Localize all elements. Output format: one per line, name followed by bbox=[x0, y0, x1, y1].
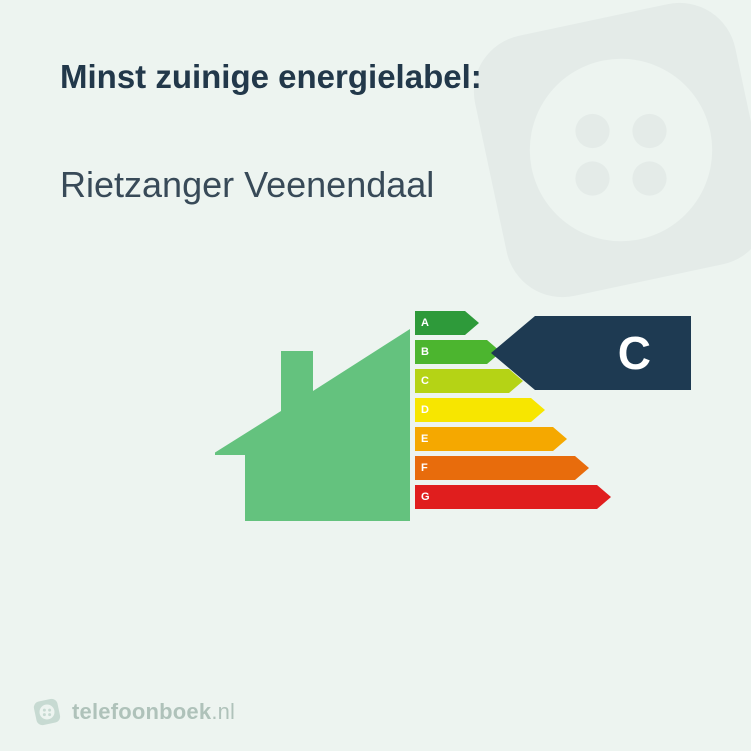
energy-card: Minst zuinige energielabel: Rietzanger V… bbox=[0, 0, 751, 751]
brand-bold: telefoonboek bbox=[72, 699, 211, 724]
bar-label: A bbox=[421, 317, 429, 329]
bar-label: B bbox=[421, 346, 429, 358]
card-title: Minst zuinige energielabel: bbox=[60, 58, 691, 96]
selected-label-letter: C bbox=[618, 326, 651, 380]
energy-chart: A B C D E F G C bbox=[60, 296, 691, 556]
brand-tld: .nl bbox=[211, 699, 235, 724]
bar-label: E bbox=[421, 433, 428, 445]
selected-label-tag: C bbox=[491, 316, 691, 390]
location-name: Rietzanger Veenendaal bbox=[60, 164, 691, 206]
bar-label: C bbox=[421, 375, 429, 387]
brand-text: telefoonboek.nl bbox=[72, 699, 235, 725]
bar-label: D bbox=[421, 404, 429, 416]
footer-brand: telefoonboek.nl bbox=[32, 697, 235, 727]
brand-icon bbox=[32, 697, 62, 727]
house-icon bbox=[215, 321, 410, 521]
bar-label: G bbox=[421, 491, 430, 503]
bar-label: F bbox=[421, 462, 428, 474]
